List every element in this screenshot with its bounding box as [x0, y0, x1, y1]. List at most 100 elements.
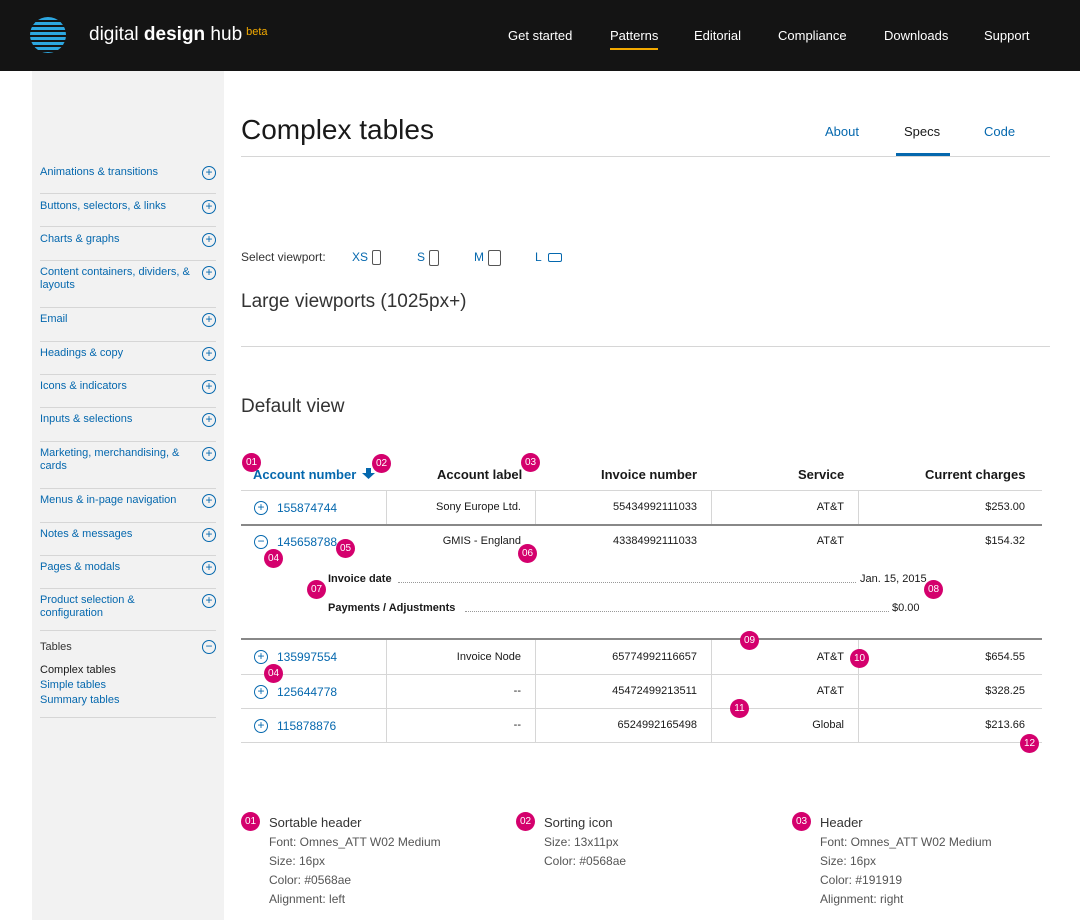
sidebar-item-charts[interactable]: Charts & graphs + — [40, 227, 216, 261]
expand-plus-icon[interactable]: + — [202, 200, 216, 214]
expand-plus-icon[interactable]: + — [202, 313, 216, 327]
sortable-header-account-number[interactable]: Account number — [253, 467, 357, 482]
spec-badge-02: 02 — [516, 812, 535, 831]
sidebar-item-content-containers[interactable]: Content containers, dividers, & layouts + — [40, 261, 216, 308]
annotation-badge-06: 06 — [518, 544, 537, 563]
detail-value-payments: $0.00 — [892, 602, 920, 614]
account-number-link[interactable]: 135997554 — [277, 650, 338, 664]
sidebar-item-notes[interactable]: Notes & messages + — [40, 523, 216, 556]
sidebar-item-product-selection[interactable]: Product selection & configuration + — [40, 589, 216, 631]
sidebar-item-animations[interactable]: Animations & transitions + — [40, 160, 216, 194]
brand-title[interactable]: digital design hub beta — [89, 24, 268, 45]
expand-plus-icon[interactable]: + — [202, 413, 216, 427]
header-current-charges: Current charges — [925, 467, 1026, 482]
table-row-divider — [241, 674, 1042, 675]
account-number-link[interactable]: 145658788 — [277, 535, 338, 549]
viewport-xs[interactable]: XS — [352, 250, 382, 266]
sidebar-subitem-simple-tables[interactable]: Simple tables — [40, 679, 107, 691]
spec-line: Color: #191919 — [820, 873, 903, 887]
expand-plus-icon[interactable]: + — [202, 266, 216, 280]
expand-row-plus-icon[interactable]: + — [254, 650, 268, 664]
nav-get-started[interactable]: Get started — [508, 28, 573, 43]
att-globe-logo[interactable] — [30, 17, 66, 53]
table-row-divider — [241, 490, 1042, 491]
expand-plus-icon[interactable]: + — [202, 166, 216, 180]
spec-line: Alignment: left — [269, 892, 346, 906]
spec-title-sorting-icon: Sorting icon — [544, 815, 613, 830]
annotation-badge-12: 12 — [1020, 734, 1039, 753]
expand-plus-icon[interactable]: + — [202, 347, 216, 361]
invoice-number-cell: 55434992111033 — [612, 501, 697, 513]
account-number-link[interactable]: 115878876 — [277, 719, 337, 733]
expand-plus-icon[interactable]: + — [202, 380, 216, 394]
sidebar-subitem-summary-tables[interactable]: Summary tables — [40, 694, 120, 706]
header-invoice-number: Invoice number — [601, 467, 698, 482]
collapse-row-minus-icon[interactable]: − — [254, 535, 268, 549]
sidebar-item-buttons[interactable]: Buttons, selectors, & links + — [40, 194, 216, 227]
sort-arrow-icon[interactable] — [362, 468, 375, 479]
sidebar-item-inputs[interactable]: Inputs & selections + — [40, 408, 216, 442]
active-tab-indicator — [896, 153, 950, 156]
expand-plus-icon[interactable]: + — [202, 561, 216, 575]
account-label-cell: -- — [513, 719, 521, 731]
annotation-badge-11: 11 — [730, 699, 749, 718]
service-cell: AT&T — [816, 685, 844, 697]
sidebar-item-marketing[interactable]: Marketing, merchandising, & cards + — [40, 442, 216, 489]
sidebar-item-icons[interactable]: Icons & indicators + — [40, 375, 216, 408]
detail-label-invoice-date: Invoice date — [328, 573, 392, 585]
nav-support[interactable]: Support — [984, 28, 1030, 43]
sidebar-item-label: Icons & indicators — [40, 380, 127, 392]
column-divider — [858, 491, 859, 524]
service-cell: Global — [812, 719, 844, 731]
nav-compliance[interactable]: Compliance — [778, 28, 847, 43]
sidebar-item-email[interactable]: Email + — [40, 308, 216, 342]
sidebar-item-menus[interactable]: Menus & in-page navigation + — [40, 489, 216, 523]
sidebar-item-headings[interactable]: Headings & copy + — [40, 342, 216, 375]
viewport-l[interactable]: L — [535, 250, 562, 264]
expand-plus-icon[interactable]: + — [202, 494, 216, 508]
phone-icon — [429, 250, 440, 266]
tab-code[interactable]: Code — [984, 124, 1016, 139]
sidebar-item-tables[interactable]: Tables − — [40, 631, 216, 718]
sidebar-item-label: Notes & messages — [40, 528, 133, 540]
tab-specs[interactable]: Specs — [904, 124, 941, 139]
expand-plus-icon[interactable]: + — [202, 594, 216, 608]
column-divider — [386, 640, 387, 742]
table-row-divider — [241, 638, 1042, 640]
table-row-divider — [241, 742, 1042, 743]
spec-line: Size: 16px — [269, 854, 326, 868]
sidebar-item-label: Product selection & configuration — [40, 594, 135, 619]
account-number-link[interactable]: 125644778 — [277, 685, 338, 699]
sidebar-item-label: Menus & in-page navigation — [40, 494, 177, 506]
sidebar-item-label: Animations & transitions — [40, 166, 158, 178]
collapse-minus-icon[interactable]: − — [202, 640, 216, 654]
expand-row-plus-icon[interactable]: + — [254, 501, 268, 515]
expand-plus-icon[interactable]: + — [202, 528, 216, 542]
invoice-number-cell: 65774992116657 — [612, 651, 697, 663]
expand-plus-icon[interactable]: + — [202, 447, 216, 461]
column-divider — [711, 640, 712, 742]
spec-line: Color: #0568ae — [269, 873, 352, 887]
nav-patterns[interactable]: Patterns — [610, 28, 659, 50]
beta-badge: beta — [246, 26, 268, 38]
expand-row-plus-icon[interactable]: + — [254, 719, 268, 733]
sidebar-item-label: Charts & graphs — [40, 233, 120, 245]
viewport-m[interactable]: M — [474, 250, 501, 266]
sidebar-item-label: Inputs & selections — [40, 413, 133, 425]
header-account-label: Account label — [437, 467, 523, 482]
sidebar-item-pages[interactable]: Pages & modals + — [40, 556, 216, 589]
sidebar-item-label: Buttons, selectors, & links — [40, 200, 166, 212]
expand-row-plus-icon[interactable]: + — [254, 685, 268, 699]
expand-plus-icon[interactable]: + — [202, 233, 216, 247]
sidebar-subitem-complex-tables[interactable]: Complex tables — [40, 664, 116, 676]
spec-line: Size: 16px — [820, 854, 877, 868]
phone-icon — [372, 250, 382, 266]
invoice-number-cell: 43384992111033 — [612, 535, 697, 547]
account-number-link[interactable]: 155874744 — [277, 501, 338, 515]
nav-editorial[interactable]: Editorial — [694, 28, 741, 43]
nav-downloads[interactable]: Downloads — [884, 28, 949, 43]
column-divider — [535, 491, 536, 524]
viewport-s[interactable]: S — [417, 250, 440, 266]
column-divider — [711, 491, 712, 524]
tab-about[interactable]: About — [825, 124, 859, 139]
